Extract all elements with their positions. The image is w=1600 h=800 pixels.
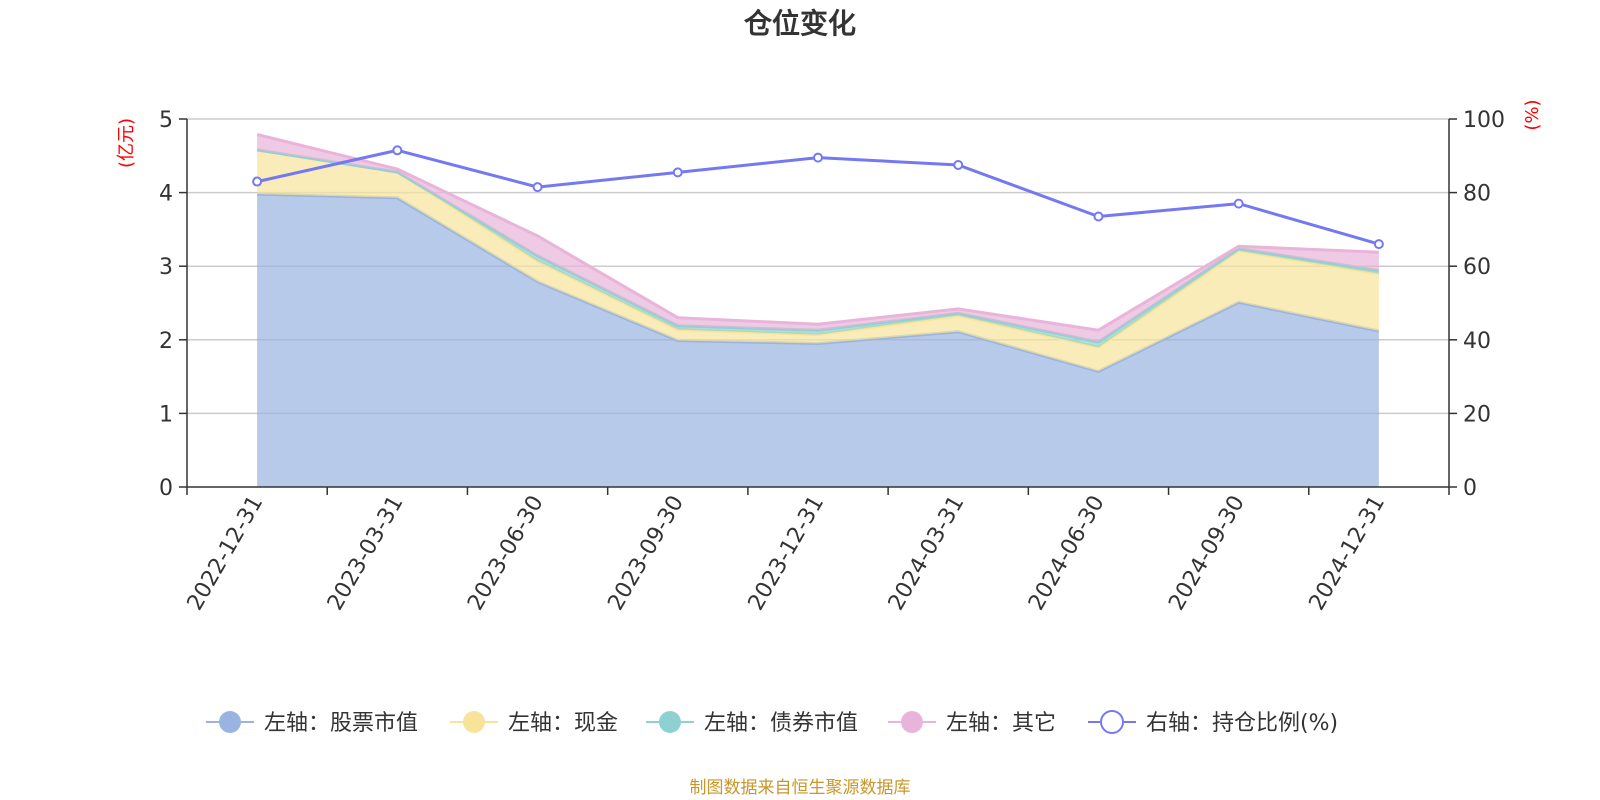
ratio-point	[252, 176, 263, 187]
legend: 左轴：股票市值 左轴：现金 左轴：债券市值 左轴：其它 右轴：持仓比例(%)	[206, 710, 1338, 736]
ratio-point	[392, 145, 403, 156]
x-axis-tick-label: 2023-03-31	[323, 492, 409, 615]
right-axis-tick-label: 80	[1463, 182, 1491, 207]
ratio-point	[813, 152, 823, 163]
legend-item-other: 左轴：其它	[888, 711, 1056, 736]
right-axis-tick-label: 40	[1463, 329, 1491, 354]
legend-label: 右轴：持仓比例(%)	[1146, 711, 1338, 736]
legend-item-stock: 左轴：股票市值	[206, 711, 418, 736]
legend-circle-icon	[901, 711, 923, 733]
stock-area	[257, 194, 1379, 487]
ratio-point	[1233, 198, 1244, 209]
left-axis-tick-label: 2	[159, 329, 173, 354]
legend-label: 左轴：债券市值	[704, 711, 858, 736]
ratio-point	[532, 182, 543, 193]
legend-label: 左轴：其它	[946, 711, 1056, 736]
ratio-point	[1373, 239, 1384, 250]
legend-circle-icon	[463, 711, 485, 733]
right-axis-tick-label: 20	[1463, 402, 1491, 427]
x-axis-tick-label: 2024-06-30	[1024, 492, 1110, 615]
left-axis-tick-label: 1	[159, 402, 173, 427]
stacked-areas	[256, 133, 1380, 487]
left-axis-tick-label: 4	[159, 182, 173, 207]
left-axis-unit-label: (亿元)	[116, 118, 137, 168]
right-axis-tick-label: 100	[1463, 108, 1505, 133]
cash-area	[257, 149, 1379, 372]
ratio-line-series	[252, 145, 1384, 250]
legend-circle-icon	[659, 711, 681, 733]
left-axis-tick-label: 3	[159, 255, 173, 280]
x-axis-tick-label: 2024-12-31	[1305, 492, 1391, 615]
legend-item-bond: 左轴：债券市值	[646, 711, 858, 736]
other-area-edge	[256, 133, 1379, 332]
legend-circle-icon	[219, 711, 241, 733]
legend-item-ratio: 右轴：持仓比例(%)	[1088, 710, 1338, 736]
left-axis-tick-label: 5	[159, 108, 173, 133]
ratio-point	[953, 160, 964, 170]
source-note: 制图数据来自恒生聚源数据库	[689, 778, 911, 798]
x-axis-tick-label: 2023-09-30	[603, 492, 689, 615]
x-axis-tick-label: 2022-12-31	[183, 492, 269, 615]
x-axis-tick-label: 2023-12-31	[744, 492, 830, 615]
ratio-point	[1093, 211, 1104, 222]
legend-label: 左轴：现金	[508, 711, 618, 736]
left-axis-tick-label: 0	[159, 476, 173, 501]
x-axis-tick-label: 2023-06-30	[463, 492, 549, 615]
ratio-point	[672, 167, 683, 178]
chart-title: 仓位变化	[743, 7, 856, 40]
right-axis-tick-label: 60	[1463, 255, 1491, 280]
right-axis-unit-label: (%)	[1522, 99, 1543, 130]
legend-item-cash: 左轴：现金	[450, 711, 618, 736]
right-axis-tick-label: 0	[1463, 476, 1477, 501]
legend-label: 左轴：股票市值	[264, 711, 418, 736]
legend-hollow-circle-icon	[1100, 710, 1124, 734]
x-axis-tick-label: 2024-03-31	[884, 492, 970, 615]
x-axis-tick-label: 2024-09-30	[1164, 492, 1250, 615]
